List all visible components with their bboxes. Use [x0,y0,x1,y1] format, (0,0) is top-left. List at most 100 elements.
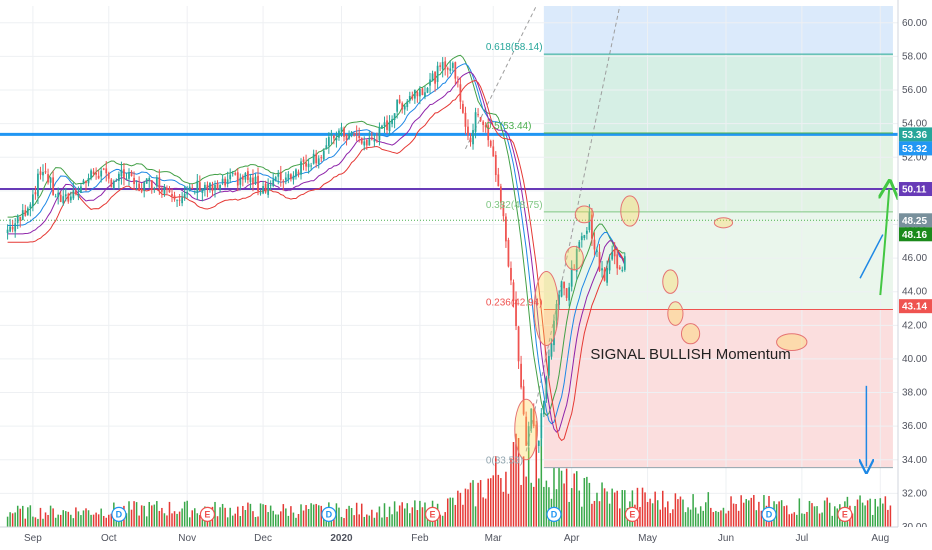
candle-body [153,188,156,190]
volume-bar [661,490,664,527]
volume-bar [70,514,72,527]
candle [545,375,548,403]
volume-bar [317,505,320,527]
volume-bar [158,510,161,527]
event-marker-4[interactable]: D [546,506,562,522]
volume-bar [540,439,543,527]
candle-body [474,112,477,132]
candle [264,180,267,194]
candle-body [618,267,621,270]
candle [439,62,442,72]
y-axis-bg [898,0,932,550]
volume-bar [517,438,520,527]
candle-body [19,216,22,221]
volume-bar [335,503,338,527]
candle [307,158,310,174]
volume-bar [381,517,383,527]
price-tag-bg [899,213,932,228]
event-marker-2[interactable]: D [321,506,337,522]
candle [444,57,447,76]
volume-bar [692,494,694,527]
candle-body [535,424,538,449]
candle [403,104,406,115]
candle [340,122,343,137]
volume-bar [887,509,889,527]
volume-bar [866,500,869,527]
candle [515,291,517,331]
candle-body [477,114,479,116]
event-marker-3[interactable]: E [424,506,441,522]
volume-bar [753,495,755,527]
candle-body [262,185,264,194]
candle [231,170,234,177]
candle [42,164,44,182]
event-marker-6[interactable]: D [761,506,777,522]
candle [355,125,358,142]
candle-body [525,416,528,446]
candle-body [259,192,262,194]
candle [188,183,191,192]
candle-body [320,157,323,159]
volume-bar [388,506,391,527]
candle [436,61,439,89]
candle [596,246,598,257]
event-label: D [766,509,773,519]
y-tick-label-13: 56.00 [902,85,927,96]
volume-bar [406,503,409,527]
candle-body [80,186,82,193]
event-marker-7[interactable]: E [837,506,853,522]
candle [163,183,166,197]
candle-body [416,92,419,97]
volume-bar [300,504,302,527]
volume-bar [221,503,224,527]
candle [155,174,158,188]
candle [365,139,368,150]
price-tag-bg [899,127,932,142]
candle [517,325,520,369]
candle-body [613,249,616,257]
volume-bar [191,510,194,527]
candle-body [282,180,285,183]
candle-body [358,135,361,138]
candle [411,91,414,101]
candle [269,180,272,191]
y-tick-label-1: 32.00 [902,488,927,499]
event-marker-5[interactable]: E [624,506,640,522]
candle-body [168,188,171,193]
volume-bar [128,501,130,527]
candle-body [553,320,555,346]
volume-bar [219,507,221,527]
candle-body [560,281,563,297]
volume-bar [151,505,153,527]
candle [601,261,603,278]
candle [456,76,459,88]
event-marker-0[interactable]: D [111,506,127,522]
fib-zone-2 [543,133,893,212]
volume-bar [85,508,87,527]
candle [398,94,401,105]
volume-bar [161,507,163,527]
candle-body [39,171,42,175]
candle-body [348,133,350,139]
price-tag-1: 53.32 [899,141,932,156]
candle [166,185,168,195]
candle-body [163,186,166,194]
candle [292,171,295,185]
x-tick-label-3: Dec [254,533,272,544]
volume-bar [715,510,717,527]
candle-body [611,252,614,260]
candle [396,99,399,119]
event-marker-1[interactable]: E [199,506,216,522]
volume-bar [727,510,730,527]
candle-body [472,130,474,145]
volume-bar [196,513,199,527]
candle-body [234,173,237,175]
candle-body [593,239,596,250]
candle [107,171,110,184]
candle [209,182,211,193]
horizontal-levels [0,53,898,469]
volume-bar [52,508,54,527]
candle-body [115,179,118,181]
